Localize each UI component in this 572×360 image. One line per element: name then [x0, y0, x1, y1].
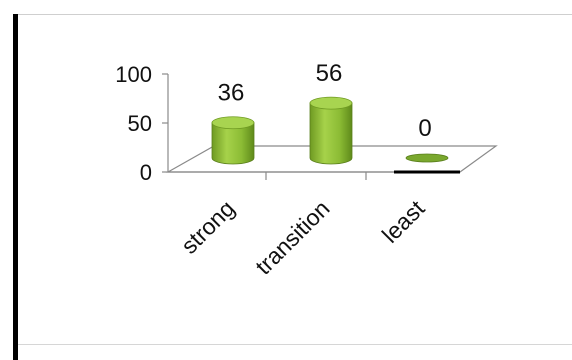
left-border [13, 14, 18, 360]
bars [211, 96, 449, 165]
y-tick-label: 0 [140, 160, 152, 185]
y-axis-ticks: 0 50 100 [115, 62, 168, 185]
bar-body [211, 122, 255, 165]
data-label: 56 [316, 60, 343, 87]
y-tick-label: 100 [115, 62, 152, 87]
bar-strong [211, 116, 255, 165]
bar-body [309, 102, 353, 165]
data-labels: 36 56 0 [218, 60, 432, 142]
x-category-label: least [377, 195, 430, 248]
bottom-border [18, 344, 572, 345]
x-category-label: transition [250, 195, 334, 279]
data-label: 0 [418, 115, 431, 142]
category-labels: strong transition least [176, 195, 430, 280]
top-border [18, 14, 572, 15]
bar-top [309, 96, 353, 110]
bar-least [405, 153, 449, 163]
bar-transition [309, 96, 353, 165]
bar-top [211, 116, 255, 130]
data-label: 36 [218, 80, 245, 107]
x-axis-ticks [265, 172, 367, 180]
bar-top [405, 153, 449, 163]
x-category-label: strong [176, 195, 240, 259]
y-tick-label: 50 [128, 111, 152, 136]
